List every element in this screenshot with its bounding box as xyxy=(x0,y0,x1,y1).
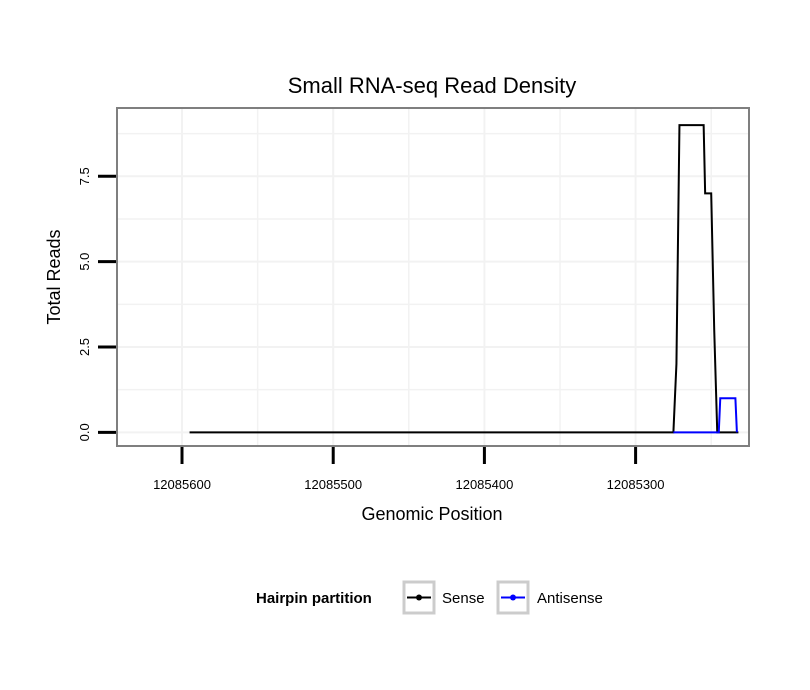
plot-panel xyxy=(117,108,749,446)
y-axis: 0.0 2.5 5.0 7.5 xyxy=(77,167,116,441)
y-tick-label: 7.5 xyxy=(77,167,92,185)
series-line-antisense xyxy=(673,397,738,434)
chart-title: Small RNA-seq Read Density xyxy=(288,73,577,98)
legend-label-antisense: Antisense xyxy=(537,590,603,607)
legend: Hairpin partition Sense Antisense xyxy=(256,580,603,615)
x-tick-label: 12085400 xyxy=(455,477,513,492)
x-tick-label: 12085500 xyxy=(304,477,362,492)
y-axis-title: Total Reads xyxy=(44,229,64,324)
legend-swatch-point-antisense xyxy=(510,594,516,601)
x-axis: 12085600 12085500 12085400 12085300 xyxy=(153,447,665,492)
y-tick-label: 2.5 xyxy=(77,338,92,356)
x-tick-label: 12085600 xyxy=(153,477,211,492)
series-line-sense xyxy=(189,124,739,434)
plot-panel-border xyxy=(116,107,750,447)
y-tick-label: 0.0 xyxy=(77,423,92,441)
x-tick-label: 12085300 xyxy=(607,477,665,492)
y-tick-label: 5.0 xyxy=(77,253,92,271)
series-lines xyxy=(189,124,739,434)
legend-swatch-point-sense xyxy=(416,594,422,601)
legend-label-sense: Sense xyxy=(442,590,485,607)
x-axis-title: Genomic Position xyxy=(361,504,502,524)
legend-title: Hairpin partition xyxy=(256,590,372,607)
